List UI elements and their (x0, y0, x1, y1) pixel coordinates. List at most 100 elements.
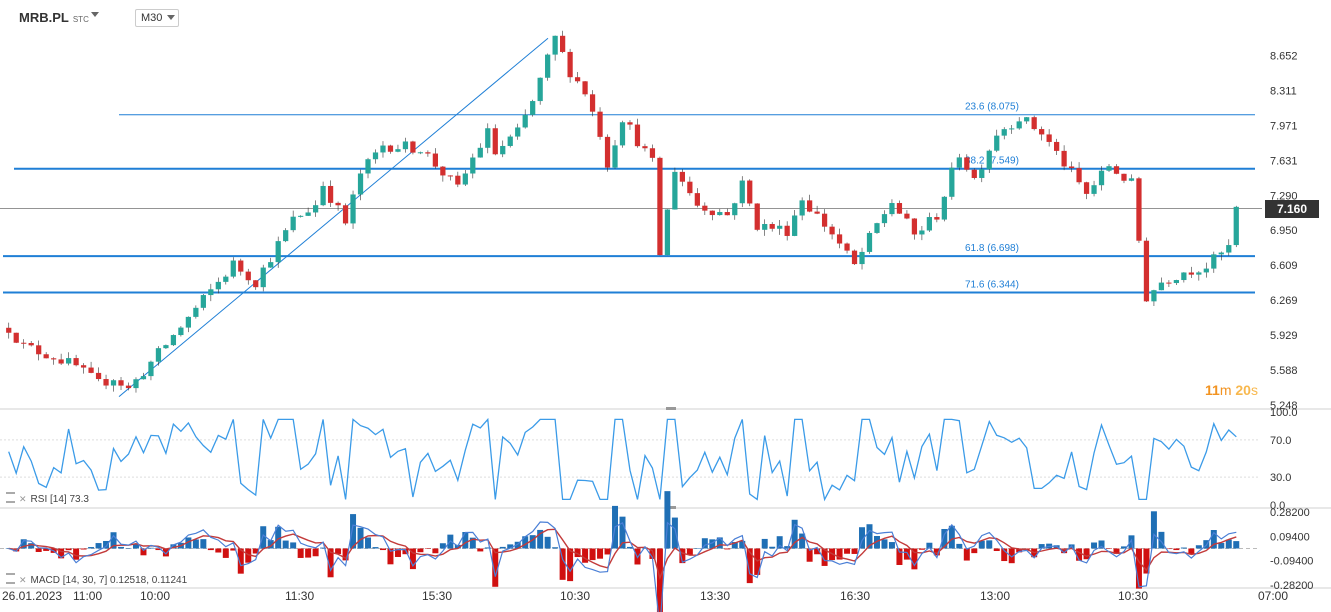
candle-body (298, 215, 304, 217)
candle-body (537, 77, 543, 102)
macd-histogram-bar (35, 548, 42, 552)
candle-body (36, 345, 42, 355)
macd-histogram-bar (372, 547, 379, 549)
candle-body (387, 145, 394, 152)
macd-histogram-bar (95, 543, 102, 549)
menu-icon[interactable] (6, 492, 15, 503)
candle-body (941, 196, 947, 220)
candle-body (724, 212, 730, 216)
macd-histogram-bar (641, 547, 648, 549)
candle-body (485, 128, 491, 148)
macd-histogram-bar (282, 540, 289, 549)
candle-body (1181, 272, 1187, 281)
macd-histogram-bar (484, 547, 491, 549)
candle-body (829, 226, 835, 235)
macd-histogram-bar (903, 548, 910, 560)
candle-body (380, 145, 386, 153)
macd-histogram-bar (1180, 547, 1187, 549)
candle-body (1166, 282, 1172, 284)
symbol-selector[interactable]: MRB.PL STC (19, 10, 89, 25)
candle-body (851, 250, 858, 265)
candle-body (1001, 129, 1007, 136)
menu-icon[interactable] (6, 573, 15, 584)
price-tick-label: 6.609 (1270, 260, 1298, 272)
candle-body (1173, 280, 1179, 284)
candle-body (507, 136, 513, 146)
macd-histogram-bar (1233, 541, 1240, 549)
candle-body (1098, 170, 1105, 186)
macd-histogram-bar (162, 548, 169, 557)
macd-histogram-bar (739, 540, 746, 549)
macd-histogram-bar (836, 548, 843, 560)
macd-histogram-bar (1091, 542, 1098, 549)
macd-legend: ✕ MACD [14, 30, 7] 0.12518, 0.11241 (6, 573, 187, 586)
candle-body (904, 213, 910, 219)
trend-line (118, 37, 549, 397)
candle-body (185, 316, 191, 328)
candle-body (342, 205, 349, 224)
candle-body (447, 175, 453, 177)
candle-body (672, 171, 678, 210)
candle-body (792, 215, 798, 236)
macd-histogram-bar (769, 546, 776, 549)
candle-body (125, 385, 132, 389)
macd-histogram-bar (207, 548, 214, 551)
candle-body (597, 111, 603, 137)
candle-body (777, 225, 783, 229)
macd-histogram-bar (1150, 511, 1157, 549)
candle-body (290, 216, 296, 231)
time-tick-label: 07:00 (1258, 589, 1288, 603)
time-tick-label: 10:00 (140, 589, 170, 603)
candle-body (477, 147, 483, 158)
candle-body (118, 380, 124, 386)
candle-body (717, 212, 723, 216)
candle-body (1151, 290, 1157, 302)
close-icon[interactable]: ✕ (19, 494, 27, 504)
candle-body (73, 358, 79, 366)
macd-histogram-bar (275, 526, 282, 549)
macd-histogram-bar (537, 529, 544, 549)
macd-histogram-bar (799, 533, 806, 549)
candle-body (642, 146, 648, 149)
rsi-panel: 100.0 70.0 30.0 0.0 (0, 407, 1298, 512)
macd-histogram-bar (342, 548, 349, 561)
candle-body (238, 260, 244, 272)
chevron-down-icon[interactable] (91, 12, 99, 17)
macd-histogram-bar (305, 548, 312, 558)
macd-histogram-bar (394, 548, 401, 557)
macd-histogram-bar (335, 548, 342, 554)
macd-histogram-bar (911, 548, 918, 570)
candle-body (821, 213, 828, 227)
candle-body (133, 379, 139, 389)
candle-body (417, 152, 424, 154)
candle-body (1188, 272, 1194, 275)
close-icon[interactable]: ✕ (19, 575, 27, 585)
time-tick-label: 13:30 (700, 589, 730, 603)
macd-histogram-bar (132, 544, 139, 549)
macd-histogram-bar (791, 519, 798, 549)
candle-body (956, 157, 962, 168)
candle-body (1106, 166, 1112, 171)
macd-histogram-bar (409, 548, 416, 570)
candle-body (687, 181, 693, 194)
candle-body (1196, 272, 1202, 275)
candle-body (170, 335, 177, 346)
candle-body (986, 150, 992, 170)
macd-histogram-bar (859, 527, 866, 549)
macd-histogram-bar (724, 548, 731, 550)
timeframe-select[interactable]: M30 (135, 9, 179, 27)
macd-histogram-bar (1120, 546, 1127, 549)
candle-body (1218, 252, 1224, 255)
macd-histogram-bar (656, 548, 663, 612)
candle-body (357, 173, 364, 195)
macd-histogram-bar (941, 528, 948, 549)
candle-body (1068, 166, 1075, 169)
candle-body (1121, 173, 1127, 181)
macd-histogram-bar (679, 548, 686, 564)
candle-body (155, 348, 162, 362)
macd-histogram-bar (88, 547, 95, 549)
candle-body (1054, 141, 1060, 151)
fib-lines[interactable]: 23.6 (8.075) 38.2 (7.549) 61.8 (6.698) 71.6… (3, 37, 1255, 397)
rsi-line (8, 417, 1237, 502)
